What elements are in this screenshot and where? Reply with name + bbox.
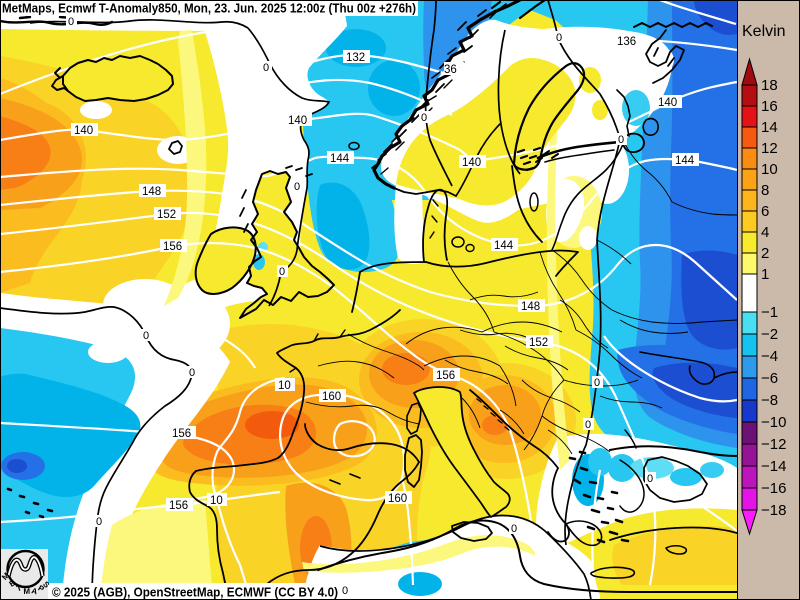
- svg-text:A: A: [31, 586, 39, 596]
- svg-text:140: 140: [288, 115, 307, 127]
- svg-text:148: 148: [142, 186, 161, 198]
- svg-text:160: 160: [322, 391, 341, 403]
- svg-text:−1: −1: [761, 304, 778, 321]
- svg-text:1: 1: [761, 266, 769, 283]
- svg-text:156: 156: [169, 500, 188, 512]
- svg-text:136: 136: [617, 36, 636, 48]
- svg-text:0: 0: [421, 112, 427, 124]
- svg-text:140: 140: [74, 125, 93, 137]
- svg-text:0: 0: [647, 473, 653, 485]
- svg-text:Kelvin: Kelvin: [742, 23, 786, 40]
- svg-text:−6: −6: [761, 370, 778, 387]
- svg-text:160: 160: [388, 493, 407, 505]
- svg-text:10: 10: [210, 495, 223, 507]
- svg-text:−12: −12: [761, 436, 786, 453]
- svg-text:10: 10: [761, 161, 778, 178]
- svg-text:156: 156: [172, 428, 191, 440]
- svg-text:0: 0: [618, 134, 624, 146]
- svg-text:−14: −14: [761, 458, 786, 475]
- svg-text:144: 144: [675, 155, 695, 167]
- svg-text:156: 156: [163, 241, 182, 253]
- svg-text:S: S: [41, 580, 52, 591]
- svg-text:0: 0: [143, 330, 149, 342]
- svg-text:−8: −8: [761, 392, 778, 409]
- svg-text:0: 0: [594, 377, 600, 389]
- svg-text:0: 0: [294, 181, 300, 193]
- svg-text:M: M: [0, 571, 11, 582]
- svg-text:148: 148: [521, 301, 540, 313]
- svg-text:36: 36: [444, 64, 457, 76]
- svg-text:0: 0: [279, 266, 285, 278]
- svg-text:4: 4: [761, 224, 769, 241]
- svg-text:T: T: [15, 583, 23, 593]
- svg-text:0: 0: [189, 367, 195, 379]
- svg-text:156: 156: [436, 370, 455, 382]
- svg-text:8: 8: [761, 182, 769, 199]
- svg-text:MetMaps, Ecmwf T-Anomaly850, M: MetMaps, Ecmwf T-Anomaly850, Mon, 23. Ju…: [2, 1, 416, 16]
- svg-text:0: 0: [68, 16, 74, 28]
- svg-text:0: 0: [556, 32, 562, 44]
- svg-text:0: 0: [511, 523, 517, 535]
- svg-text:140: 140: [462, 157, 481, 169]
- svg-text:P: P: [37, 583, 47, 594]
- svg-text:140: 140: [658, 97, 677, 109]
- svg-text:14: 14: [761, 119, 778, 136]
- svg-text:0: 0: [342, 585, 348, 597]
- svg-text:152: 152: [529, 337, 548, 349]
- svg-text:6: 6: [761, 203, 769, 220]
- svg-text:144: 144: [330, 153, 350, 165]
- svg-text:−2: −2: [761, 326, 778, 343]
- svg-text:−16: −16: [761, 480, 786, 497]
- svg-text:132: 132: [346, 52, 365, 64]
- svg-text:−18: −18: [761, 502, 786, 519]
- svg-text:10: 10: [278, 380, 291, 392]
- svg-text:0: 0: [96, 516, 102, 528]
- svg-text:0: 0: [263, 62, 269, 74]
- svg-text:E: E: [8, 578, 18, 589]
- svg-text:16: 16: [761, 98, 778, 115]
- svg-text:12: 12: [761, 140, 778, 157]
- svg-text:152: 152: [157, 209, 176, 221]
- svg-text:−4: −4: [761, 348, 778, 365]
- svg-text:144: 144: [494, 240, 514, 252]
- svg-text:M: M: [23, 587, 30, 596]
- svg-text:© 2025 (AGB), OpenStreetMap, E: © 2025 (AGB), OpenStreetMap, ECMWF (CC B…: [52, 585, 338, 600]
- svg-text:−10: −10: [761, 414, 786, 431]
- svg-text:0: 0: [585, 419, 591, 431]
- svg-text:2: 2: [761, 245, 769, 262]
- svg-text:18: 18: [761, 77, 778, 94]
